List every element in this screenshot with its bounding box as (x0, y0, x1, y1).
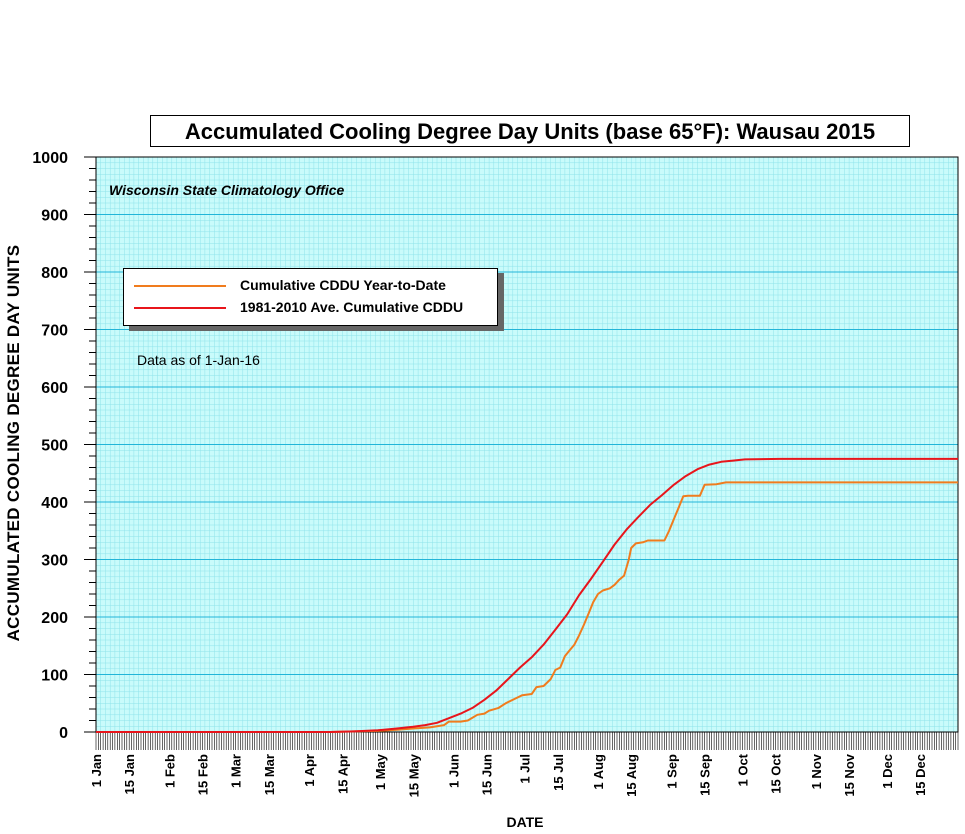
y-tick-label: 900 (41, 208, 68, 225)
x-tick-label: 15 Jul (551, 754, 566, 791)
x-tick-label: 15 Jun (480, 754, 495, 795)
x-tick-label: 1 Feb (162, 754, 177, 788)
y-tick-label: 0 (59, 725, 68, 742)
x-tick-label: 15 Mar (262, 754, 277, 795)
x-tick-label: 15 Oct (769, 753, 784, 793)
x-tick-label: 15 Apr (335, 754, 350, 794)
x-tick-label: 15 Feb (196, 754, 211, 795)
x-tick-label: 1 Mar (229, 754, 244, 788)
series-line-ytd (96, 481, 958, 733)
legend: Cumulative CDDU Year-to-Date 1981-2010 A… (123, 268, 498, 326)
x-tick-label: 1 May (373, 753, 388, 790)
y-tick-label: 300 (41, 553, 68, 570)
legend-swatch-ytd (134, 285, 226, 287)
legend-label-ytd: Cumulative CDDU Year-to-Date (240, 277, 446, 293)
legend-label-average: 1981-2010 Ave. Cumulative CDDU (240, 299, 464, 315)
y-tick-labels: 0 100 200 300 400 500 600 700 800 900 1000 (32, 150, 68, 742)
x-tick-label: 1 Jan (89, 754, 104, 787)
as-of-note: Data as of 1-Jan-16 (137, 352, 260, 368)
legend-item-average: 1981-2010 Ave. Cumulative CDDU (132, 298, 492, 318)
x-tick-label: 15 Nov (842, 753, 857, 796)
x-tick-label: 1 Aug (591, 754, 606, 790)
series-layer (96, 457, 958, 733)
x-tick-label: 15 May (406, 753, 421, 797)
x-tick-label: 1 Nov (809, 753, 824, 789)
y-tick-label: 800 (41, 265, 68, 282)
grid-lines (95, 156, 959, 733)
y-tick-label: 600 (41, 380, 68, 397)
x-tick-labels: 1 Jan 15 Jan 1 Feb 15 Feb 1 Mar 15 Mar 1 Apr 15… (89, 753, 928, 797)
y-tick-label: 500 (41, 438, 68, 455)
x-tick-label: 15 Jan (122, 754, 137, 795)
y-tick-label: 200 (41, 610, 68, 627)
series-line-average (96, 457, 958, 733)
x-tick-label: 15 Aug (624, 754, 639, 797)
x-day-ticks (95, 732, 959, 750)
x-tick-label: 15 Dec (913, 754, 928, 796)
x-tick-label: 1 Apr (302, 754, 317, 787)
y-tick-label: 400 (41, 495, 68, 512)
x-tick-label: 1 Dec (880, 754, 895, 789)
legend-item-ytd: Cumulative CDDU Year-to-Date (132, 276, 492, 296)
source-note: Wisconsin State Climatology Office (109, 182, 345, 198)
axes (84, 156, 959, 750)
x-tick-label: 1 Jul (518, 754, 533, 784)
x-tick-label: 1 Oct (736, 753, 751, 786)
chart-title: Accumulated Cooling Degree Day Units (ba… (150, 115, 910, 147)
legend-swatch-average (134, 307, 226, 309)
y-tick-label: 100 (41, 668, 68, 685)
y-axis-label: ACCUMULATED COOLING DEGREE DAY UNITS (4, 244, 23, 642)
x-axis-label: DATE (506, 814, 544, 830)
y-tick-label: 1000 (32, 150, 68, 167)
y-tick-label: 700 (41, 323, 68, 340)
x-tick-label: 1 Sep (664, 754, 679, 789)
x-tick-label: 1 Jun (447, 754, 462, 788)
x-tick-label: 15 Sep (698, 754, 713, 796)
